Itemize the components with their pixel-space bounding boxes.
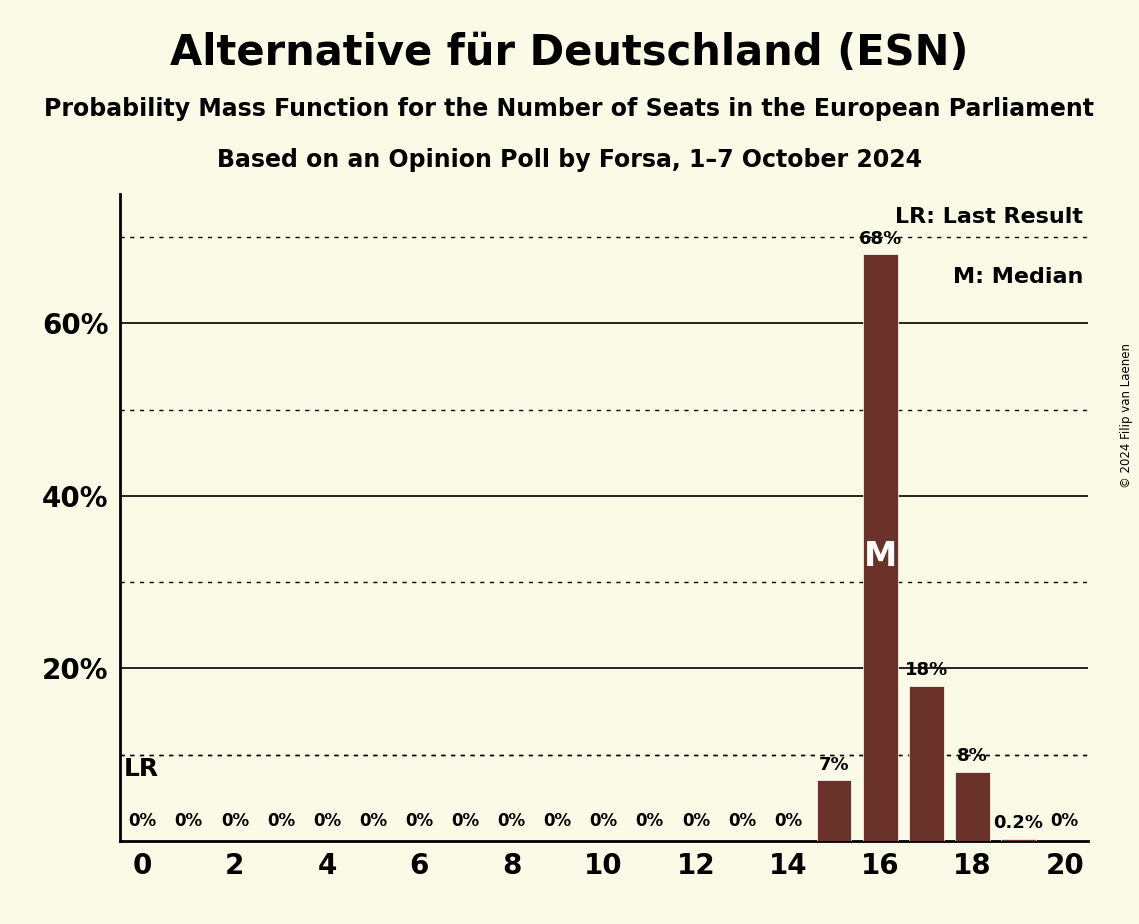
Text: 0%: 0%	[267, 812, 295, 831]
Text: M: Median: M: Median	[952, 267, 1083, 287]
Text: 0%: 0%	[728, 812, 756, 831]
Text: LR: LR	[124, 757, 159, 781]
Text: 0%: 0%	[682, 812, 710, 831]
Text: LR: Last Result: LR: Last Result	[895, 207, 1083, 227]
Text: 0%: 0%	[129, 812, 157, 831]
Text: 0%: 0%	[359, 812, 387, 831]
Text: 8%: 8%	[957, 747, 988, 765]
Text: 68%: 68%	[859, 229, 902, 248]
Text: 0%: 0%	[405, 812, 433, 831]
Text: 0%: 0%	[451, 812, 480, 831]
Text: 0%: 0%	[590, 812, 617, 831]
Bar	[909, 686, 944, 841]
Bar	[1001, 839, 1035, 841]
Text: Based on an Opinion Poll by Forsa, 1–7 October 2024: Based on an Opinion Poll by Forsa, 1–7 O…	[218, 148, 921, 172]
Text: © 2024 Filip van Laenen: © 2024 Filip van Laenen	[1121, 344, 1133, 488]
Bar	[956, 772, 990, 841]
Text: 0%: 0%	[221, 812, 249, 831]
Text: Probability Mass Function for the Number of Seats in the European Parliament: Probability Mass Function for the Number…	[44, 97, 1095, 121]
Text: 0%: 0%	[313, 812, 341, 831]
Text: 0%: 0%	[174, 812, 203, 831]
Text: 0%: 0%	[775, 812, 802, 831]
Text: 18%: 18%	[904, 661, 948, 679]
Text: 0%: 0%	[498, 812, 525, 831]
Text: Alternative für Deutschland (ESN): Alternative für Deutschland (ESN)	[170, 32, 969, 74]
Text: 0%: 0%	[1050, 812, 1079, 831]
Text: 7%: 7%	[819, 756, 850, 773]
Bar	[863, 254, 898, 841]
Bar	[817, 781, 852, 841]
Text: 0.2%: 0.2%	[993, 814, 1043, 833]
Text: 0%: 0%	[543, 812, 572, 831]
Text: M: M	[863, 540, 896, 573]
Text: 0%: 0%	[636, 812, 664, 831]
